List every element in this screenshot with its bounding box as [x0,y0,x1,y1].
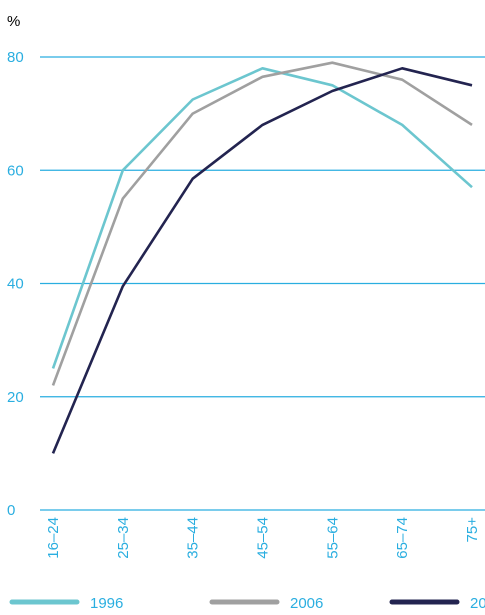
x-tick-label: 35–44 [185,517,202,559]
x-tick-label: 65–74 [394,517,411,559]
x-axis-tick-labels: 16–24 25–34 35–44 45–54 55–64 65–74 75+ [45,517,481,559]
x-tick-label: 16–24 [45,517,62,559]
y-tick-label: 80 [7,49,24,66]
y-tick-label: 0 [7,502,15,519]
y-axis-tick-labels: 0 20 40 60 80 [7,49,24,519]
series-line-2016 [51,67,473,454]
y-tick-label: 60 [7,162,24,179]
y-tick-label: 20 [7,389,24,406]
series-line-2006 [51,61,473,386]
x-tick-label: 25–34 [115,517,132,559]
gridlines [40,56,485,511]
legend-label-1996: 1996 [90,595,123,612]
series-lines [51,61,473,454]
y-tick-label: 40 [7,276,24,293]
x-tick-label: 55–64 [324,517,341,559]
legend-label-2016: 2016 [470,595,485,612]
y-axis-unit-label: % [7,13,20,30]
legend-label-2006: 2006 [290,595,323,612]
x-tick-label: 45–54 [255,517,272,559]
x-tick-label: 75+ [464,517,481,543]
legend: 1996 2006 2016 [9,595,485,612]
